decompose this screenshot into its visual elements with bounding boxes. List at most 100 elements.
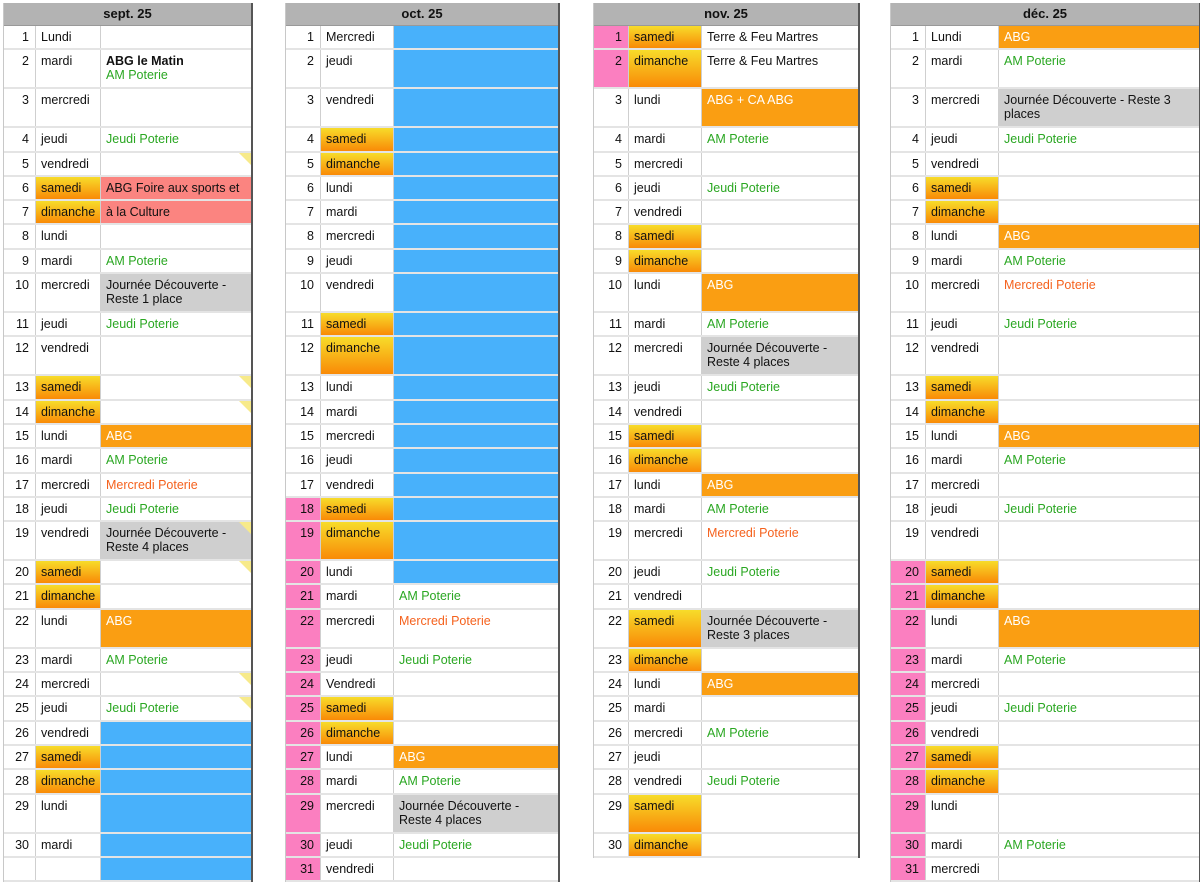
weekday-cell[interactable]: dimanche xyxy=(926,201,999,224)
weekday-cell[interactable]: jeudi xyxy=(36,697,101,720)
day-number-cell[interactable]: 11 xyxy=(891,313,926,336)
day-number-cell[interactable]: 21 xyxy=(4,585,36,608)
day-number-cell[interactable]: 19 xyxy=(286,522,321,560)
weekday-cell[interactable]: mardi xyxy=(321,201,394,224)
weekday-cell[interactable]: mardi xyxy=(36,648,101,672)
weekday-cell[interactable]: lundi xyxy=(926,609,999,647)
weekday-cell[interactable]: dimanche xyxy=(926,585,999,608)
weekday-cell[interactable]: jeudi xyxy=(36,497,101,521)
day-number-cell[interactable]: 31 xyxy=(286,857,321,881)
weekday-cell[interactable]: dimanche xyxy=(36,770,101,793)
comment-indicator-icon[interactable] xyxy=(239,376,251,389)
weekday-cell[interactable]: samedi xyxy=(629,26,702,49)
day-number-cell[interactable]: 24 xyxy=(4,673,36,696)
weekday-cell[interactable]: vendredi xyxy=(321,274,394,312)
day-number-cell[interactable]: 18 xyxy=(891,497,926,521)
event-cell[interactable]: Jeudi Poterie xyxy=(394,649,558,671)
day-number-cell[interactable]: 7 xyxy=(4,201,36,224)
weekday-cell[interactable]: dimanche xyxy=(629,249,702,273)
day-number-cell[interactable]: 29 xyxy=(594,794,629,832)
weekday-cell[interactable]: mardi xyxy=(321,400,394,423)
event-cell[interactable] xyxy=(999,795,1199,832)
weekday-cell[interactable]: samedi xyxy=(629,609,702,647)
day-number-cell[interactable]: 18 xyxy=(286,497,321,521)
day-number-cell[interactable]: 24 xyxy=(891,673,926,696)
event-cell[interactable] xyxy=(702,649,858,671)
event-cell[interactable] xyxy=(394,561,558,584)
day-number-cell[interactable]: 7 xyxy=(594,201,629,224)
day-number-cell[interactable]: 24 xyxy=(286,673,321,696)
weekday-cell[interactable]: lundi xyxy=(321,561,394,584)
event-cell[interactable]: Mercredi Poterie xyxy=(999,274,1199,311)
day-number-cell[interactable]: 3 xyxy=(594,89,629,127)
event-cell[interactable]: AM Poterie xyxy=(702,498,858,520)
weekday-cell[interactable]: lundi xyxy=(321,376,394,399)
weekday-cell[interactable]: vendredi xyxy=(926,522,999,560)
day-number-cell[interactable]: 18 xyxy=(594,497,629,521)
event-cell[interactable]: Jeudi Poterie xyxy=(101,498,251,520)
day-number-cell[interactable]: 3 xyxy=(286,89,321,127)
weekday-cell[interactable]: mardi xyxy=(321,585,394,608)
event-cell[interactable] xyxy=(702,153,858,175)
weekday-cell[interactable]: jeudi xyxy=(629,561,702,584)
event-cell[interactable]: Jeudi Poterie xyxy=(702,177,858,199)
weekday-cell[interactable]: mardi xyxy=(629,697,702,720)
day-number-cell[interactable]: 6 xyxy=(286,176,321,200)
event-cell[interactable] xyxy=(101,152,251,175)
event-cell[interactable]: AM Poterie xyxy=(999,649,1199,671)
weekday-cell[interactable]: dimanche xyxy=(629,648,702,672)
weekday-cell[interactable]: samedi xyxy=(926,176,999,200)
weekday-cell[interactable]: jeudi xyxy=(926,313,999,336)
weekday-cell[interactable]: mercredi xyxy=(321,609,394,647)
day-number-cell[interactable]: 27 xyxy=(4,745,36,769)
day-number-cell[interactable]: 2 xyxy=(286,50,321,88)
weekday-cell[interactable]: samedi xyxy=(36,561,101,584)
day-number-cell[interactable]: 27 xyxy=(286,745,321,769)
day-number-cell[interactable]: 21 xyxy=(891,585,926,608)
event-cell[interactable] xyxy=(999,722,1199,744)
weekday-cell[interactable]: vendredi xyxy=(926,337,999,375)
event-cell[interactable] xyxy=(702,225,858,247)
event-cell[interactable]: Terre & Feu Martres xyxy=(702,26,858,48)
event-cell[interactable]: ABG xyxy=(702,673,858,696)
event-cell[interactable] xyxy=(101,225,251,247)
weekday-cell[interactable] xyxy=(36,857,101,881)
weekday-cell[interactable]: lundi xyxy=(36,225,101,248)
day-number-cell[interactable]: 1 xyxy=(4,26,36,49)
day-number-cell[interactable]: 14 xyxy=(594,400,629,423)
event-cell[interactable]: AM Poterie xyxy=(999,250,1199,272)
day-number-cell[interactable]: 8 xyxy=(4,225,36,248)
event-cell[interactable]: Mercredi Poterie xyxy=(394,610,558,647)
day-number-cell[interactable]: 28 xyxy=(891,770,926,793)
comment-indicator-icon[interactable] xyxy=(239,561,251,574)
event-cell[interactable]: ABG le Matin AM Poterie xyxy=(101,50,251,87)
event-cell[interactable]: ABG Foire aux sports et xyxy=(101,176,251,200)
weekday-cell[interactable]: jeudi xyxy=(629,176,702,200)
weekday-cell[interactable]: jeudi xyxy=(926,697,999,720)
event-cell[interactable] xyxy=(702,746,858,768)
day-number-cell[interactable]: 4 xyxy=(4,128,36,151)
day-number-cell[interactable]: 11 xyxy=(286,313,321,336)
comment-indicator-icon[interactable] xyxy=(239,152,251,165)
event-cell[interactable]: AM Poterie xyxy=(702,128,858,150)
day-number-cell[interactable]: 8 xyxy=(891,225,926,248)
weekday-cell[interactable]: mardi xyxy=(629,313,702,336)
weekday-cell[interactable]: jeudi xyxy=(321,249,394,273)
day-number-cell[interactable]: 6 xyxy=(891,176,926,200)
weekday-cell[interactable]: jeudi xyxy=(629,376,702,399)
day-number-cell[interactable]: 20 xyxy=(891,561,926,584)
event-cell[interactable]: ABG + CA ABG xyxy=(702,89,858,127)
day-number-cell[interactable]: 10 xyxy=(4,274,36,312)
day-number-cell[interactable]: 25 xyxy=(4,697,36,720)
weekday-cell[interactable]: mardi xyxy=(36,50,101,88)
day-number-cell[interactable]: 28 xyxy=(286,770,321,793)
weekday-cell[interactable]: jeudi xyxy=(629,745,702,769)
weekday-cell[interactable]: vendredi xyxy=(629,201,702,224)
day-number-cell[interactable]: 29 xyxy=(891,794,926,832)
event-cell[interactable] xyxy=(394,400,558,423)
event-cell[interactable] xyxy=(101,794,251,832)
event-cell[interactable] xyxy=(394,424,558,448)
day-number-cell[interactable]: 12 xyxy=(4,337,36,375)
day-number-cell[interactable]: 16 xyxy=(891,449,926,472)
event-cell[interactable]: AM Poterie xyxy=(702,313,858,335)
